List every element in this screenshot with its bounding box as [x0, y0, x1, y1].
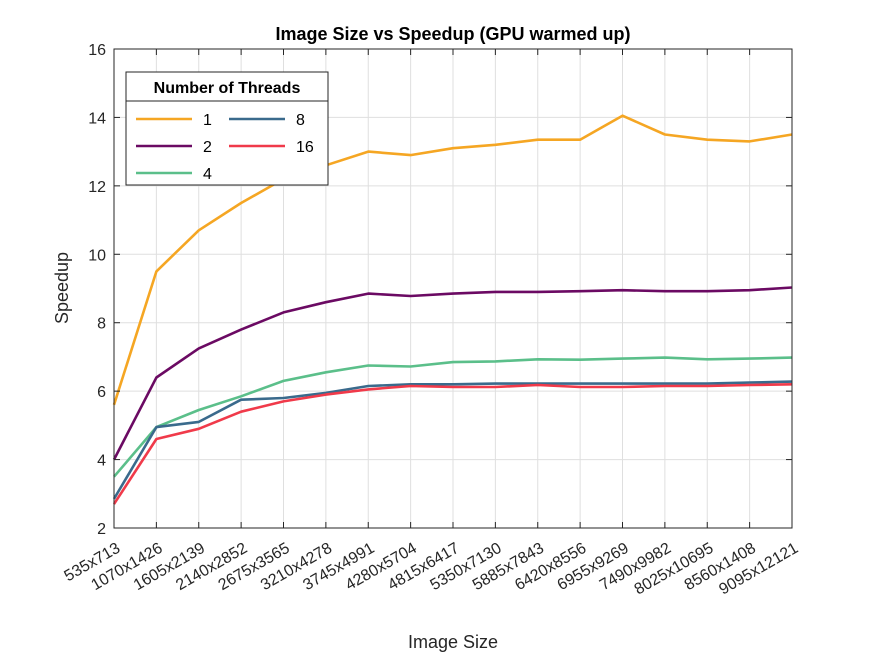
legend: Number of Threads 1 2 4 8 16: [125, 71, 329, 186]
series-line-4: [113, 356, 793, 478]
series-lines: [112, 114, 793, 505]
y-tick-labels: 2 4 6 8 10 12 14 16: [88, 42, 106, 538]
y-tick-label: 14: [88, 110, 106, 127]
y-tick-label: 2: [97, 521, 106, 538]
y-tick-label: 6: [97, 384, 106, 401]
legend-box: [125, 71, 329, 186]
legend-label-2: 2: [203, 139, 212, 156]
legend-entries: 1 2 4 8 16: [136, 112, 314, 183]
legend-title: Number of Threads: [154, 80, 301, 97]
legend-label-1: 1: [203, 112, 212, 129]
y-tick-label: 12: [88, 179, 106, 196]
series-line-1: [112, 114, 793, 406]
chart-title: Image Size vs Speedup (GPU warmed up): [275, 24, 630, 44]
y-axis-label: Speedup: [52, 252, 72, 324]
x-axis-label: Image Size: [408, 632, 498, 652]
axes-frame: [113, 48, 793, 529]
legend-label-4: 4: [203, 166, 212, 183]
y-tick-label: 16: [88, 42, 106, 59]
legend-label-8: 8: [296, 112, 305, 129]
series-line-16: [112, 383, 793, 505]
y-tick-label: 8: [97, 316, 106, 333]
series-line-8: [112, 380, 793, 500]
legend-label-16: 16: [296, 139, 314, 156]
series-line-2: [112, 286, 793, 461]
y-tick-label: 10: [88, 247, 106, 264]
y-tick-label: 4: [97, 453, 106, 470]
